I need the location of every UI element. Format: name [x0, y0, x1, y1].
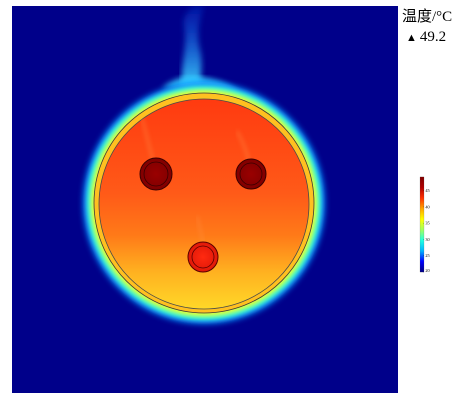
colorbar-tick-label: 30 [425, 237, 429, 242]
disk-outer-contour [93, 92, 315, 314]
hole-upper-left [139, 157, 173, 191]
max-triangle-icon: ▲ [406, 32, 417, 44]
disk-body [99, 99, 309, 309]
colorbar-tick-label: 45 [425, 188, 429, 193]
colorbar-max-value: 49.2 [419, 29, 447, 45]
temperature-field-plot [12, 6, 398, 393]
colorbar-tick-label: 20 [425, 268, 429, 273]
colorbar-title: 温度/°C [402, 9, 453, 25]
colorbar: 20 25 30 35 40 45 [419, 176, 430, 273]
colorbar-tick-label: 40 [425, 204, 429, 209]
hole-upper-right [235, 158, 267, 190]
heat-plume [181, 6, 204, 90]
colorbar-tick-label: 35 [425, 221, 429, 226]
hole-lower-center [187, 241, 219, 273]
colorbar-max-label: ▲ 49.2 [406, 29, 446, 46]
colorbar-tick-label: 25 [425, 253, 429, 258]
disk-inner-contour [98, 98, 310, 310]
colorbar-gradient [419, 176, 425, 273]
